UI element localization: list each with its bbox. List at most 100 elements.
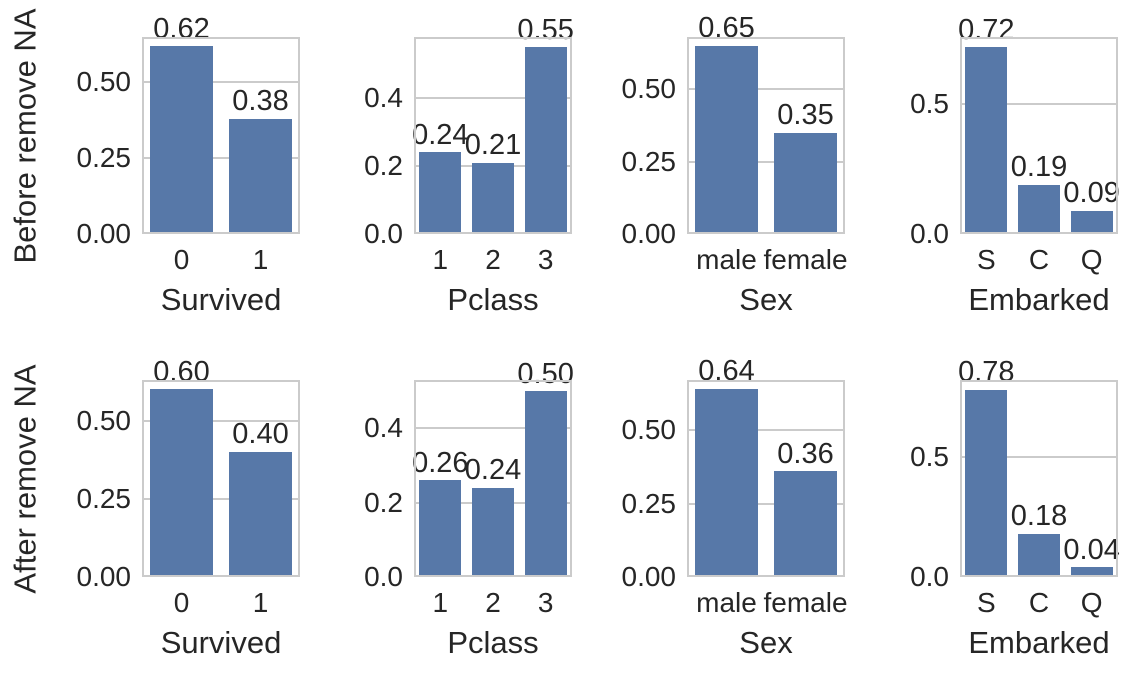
x-tick-label: 1 — [432, 587, 449, 618]
y-tick-label: 0.00 — [76, 218, 132, 249]
row-label: Before remove NA — [7, 8, 43, 263]
x-axis-label: Survived — [160, 625, 282, 660]
gridline — [142, 419, 300, 422]
bar-value-label: 0.04 — [1063, 533, 1120, 566]
bar-value-label: 0.18 — [1010, 500, 1068, 533]
gridline — [960, 103, 1118, 106]
x-axis-label: Pclass — [447, 282, 539, 317]
x-tick-label: 2 — [485, 587, 501, 618]
subplot-before-survived: 0.00 0.25 0.50 0.62 0 0.38 1 Survived Before rem… — [8, 8, 300, 315]
y-tick-label: 0.25 — [76, 142, 132, 174]
y-tick-label: 0.2 — [364, 150, 403, 182]
y-tick-label: 0.25 — [621, 487, 677, 519]
y-tick-label: 0.50 — [621, 73, 677, 105]
bar-value-label: 0.38 — [232, 85, 289, 118]
bar-value-label: 0.21 — [464, 129, 522, 162]
x-tick-label: Q — [1080, 587, 1103, 618]
gridline — [142, 157, 300, 160]
y-tick-label: 0.50 — [76, 404, 132, 436]
subplot-after-sex: 0.00 0.25 0.50 0.64 male 0.36 female Sex — [622, 356, 848, 658]
subplot-before-sex: 0.00 0.25 0.50 0.65 male 0.35 female Sex — [622, 13, 848, 315]
bar-3 — [524, 391, 567, 577]
y-tick-label: 0.2 — [364, 486, 403, 518]
bar-value-label: 0.26 — [412, 446, 469, 479]
bar-value-label: 0.35 — [777, 99, 834, 132]
bar-S — [965, 47, 1008, 234]
x-axis-label: Embarked — [968, 282, 1110, 317]
y-tick-label: 0.0 — [910, 218, 949, 249]
y-tick-label: 0.25 — [76, 482, 132, 514]
x-tick-label: 3 — [537, 244, 554, 275]
bar-value-label: 0.55 — [517, 13, 574, 46]
gridline — [960, 455, 1118, 458]
bar-value-label: 0.78 — [958, 356, 1015, 389]
y-tick-label: 0.50 — [76, 66, 132, 98]
bar-value-label: 0.60 — [153, 355, 210, 388]
x-axis-label: Sex — [739, 282, 793, 317]
gridline — [414, 427, 572, 430]
gridline — [687, 160, 845, 163]
gridline — [414, 97, 572, 100]
y-tick-label: 0.00 — [621, 561, 677, 592]
x-tick-label: 3 — [537, 587, 554, 618]
x-tick-label: 1 — [432, 244, 449, 275]
bar-value-label: 0.09 — [1063, 177, 1120, 210]
x-tick-label: female — [763, 244, 848, 275]
y-tick-label: 0.0 — [364, 218, 403, 249]
bar-3 — [524, 47, 567, 234]
bar-1 — [419, 152, 462, 234]
y-tick-label: 0.5 — [910, 88, 949, 120]
bar-C — [1017, 533, 1061, 577]
bar-Q — [1070, 210, 1113, 234]
bar-male — [694, 388, 759, 577]
bar-value-label: 0.65 — [698, 12, 755, 45]
x-tick-label: C — [1028, 244, 1050, 275]
x-tick-label: S — [976, 244, 996, 275]
x-tick-label: C — [1028, 587, 1050, 618]
y-tick-label: 0.0 — [910, 561, 949, 592]
x-axis-label: Sex — [739, 625, 793, 660]
bar-value-label: 0.24 — [412, 119, 469, 152]
bar-1 — [228, 118, 293, 234]
bar-value-label: 0.24 — [464, 454, 522, 487]
bar-female — [773, 471, 838, 577]
bar-S — [965, 389, 1008, 577]
bar-male — [694, 45, 759, 234]
x-tick-label: male — [696, 587, 757, 618]
x-tick-label: 2 — [485, 244, 501, 275]
subplot-before-pclass: 0.0 0.2 0.4 0.24 1 0.21 2 0.55 3 Pclass — [364, 14, 574, 315]
row-label: After remove NA — [7, 363, 43, 594]
y-tick-label: 0.25 — [621, 145, 677, 177]
x-axis-label: Pclass — [447, 625, 539, 660]
bar-value-label: 0.19 — [1010, 151, 1068, 184]
subplot-after-embarked: 0.0 0.5 0.78 S 0.18 C 0.04 Q Embarked — [910, 357, 1120, 658]
x-tick-label: male — [696, 244, 757, 275]
y-tick-label: 0.0 — [364, 561, 403, 592]
x-tick-label: 0 — [173, 244, 190, 275]
y-tick-label: 0.4 — [364, 82, 403, 114]
gridline — [142, 81, 300, 84]
gridline — [687, 88, 845, 91]
gridline — [687, 502, 845, 505]
subplot-after-pclass: 0.0 0.2 0.4 0.26 1 0.24 2 0.50 3 Pclass — [364, 358, 574, 658]
bar-value-label: 0.62 — [153, 12, 210, 45]
x-tick-label: S — [976, 587, 996, 618]
bar-value-label: 0.36 — [777, 437, 834, 470]
y-tick-label: 0.00 — [621, 218, 677, 249]
bar-1 — [419, 480, 462, 577]
y-tick-label: 0.5 — [910, 440, 949, 472]
bar-2 — [471, 162, 515, 234]
bar-female — [773, 132, 838, 234]
x-tick-label: 0 — [173, 587, 190, 618]
bar-value-label: 0.64 — [698, 355, 755, 388]
bar-1 — [228, 451, 293, 577]
y-tick-label: 0.4 — [364, 412, 403, 444]
x-axis-label: Survived — [160, 282, 282, 317]
subplot-before-embarked: 0.0 0.5 0.72 S 0.19 C 0.09 Q Embarked — [910, 14, 1120, 315]
bar-value-label: 0.72 — [958, 13, 1015, 46]
y-tick-label: 0.50 — [621, 414, 677, 445]
bar-0 — [149, 389, 214, 577]
bar-value-label: 0.50 — [517, 357, 574, 390]
bar-C — [1017, 184, 1061, 234]
